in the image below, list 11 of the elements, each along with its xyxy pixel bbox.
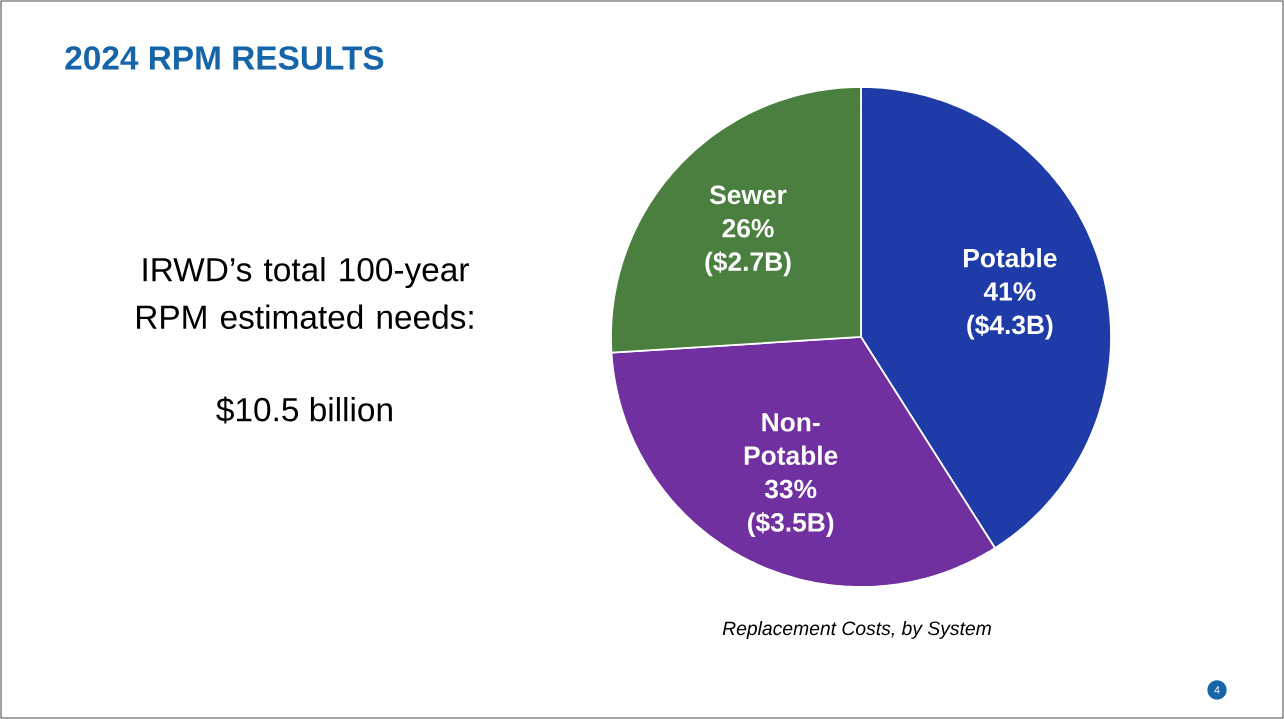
data-label: 41% ($4.3B) <box>967 282 1053 340</box>
text: $10.5 billion <box>216 396 392 424</box>
slice-label: Non-Potable <box>744 413 838 465</box>
slice-label: Potable <box>964 248 1057 268</box>
data-label: 26% ($2.7B) <box>705 218 791 277</box>
text: Replacement Costs, by System <box>722 620 991 639</box>
text: 4 <box>1214 686 1220 694</box>
data-label: 33% ($3.5B) <box>748 479 834 537</box>
text: 2024 RPM RESULTS <box>65 46 384 70</box>
slice-label: Sewer <box>709 185 787 205</box>
text: IRWD’s total 100-year RPM estimated needs: <box>137 257 473 329</box>
